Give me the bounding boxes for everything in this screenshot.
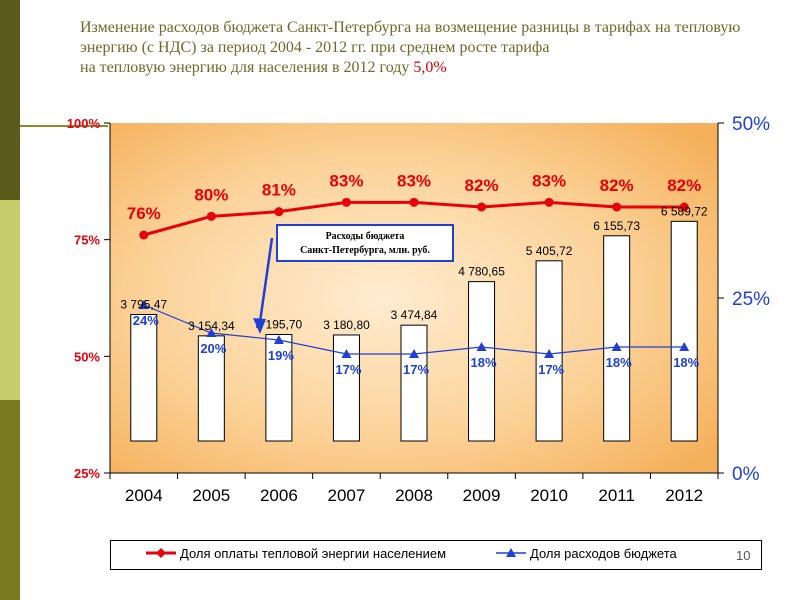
annotation-box bbox=[276, 224, 454, 262]
x-tick-label: 2005 bbox=[192, 486, 230, 505]
bar bbox=[265, 333, 293, 442]
annotation-text: Санкт-Петербурга, млн. руб. bbox=[300, 245, 430, 256]
point-red bbox=[139, 230, 149, 240]
data-label-blue: 17% bbox=[403, 362, 429, 377]
title-text: Изменение расходов бюджета Санкт-Петербу… bbox=[80, 19, 741, 56]
point-red bbox=[206, 211, 216, 221]
x-tick-label: 2012 bbox=[665, 486, 703, 505]
bar-value-label: 4 780,65 bbox=[458, 265, 505, 279]
bar-value-label: 6 589,72 bbox=[661, 204, 708, 218]
y-right-tick-label: 25% bbox=[732, 289, 770, 310]
bar-value-label: 3 795,47 bbox=[120, 297, 167, 311]
bar bbox=[603, 235, 631, 442]
legend: Доля оплаты тепловой энергии населением … bbox=[110, 540, 762, 570]
point-blue bbox=[679, 342, 690, 351]
bar bbox=[400, 324, 428, 442]
point-blue bbox=[273, 335, 284, 344]
point-blue bbox=[544, 349, 555, 358]
point-red bbox=[341, 197, 351, 207]
title-text-line2: на тепловую энергию для населения в 2012… bbox=[80, 59, 414, 76]
data-label-blue: 18% bbox=[673, 355, 699, 370]
bar bbox=[197, 335, 225, 442]
x-tick-label: 2010 bbox=[530, 486, 568, 505]
y-left-tick-label: 100% bbox=[67, 116, 101, 131]
x-tick-label: 2006 bbox=[260, 486, 298, 505]
annotation-arrow bbox=[258, 237, 274, 323]
data-label-red: 83% bbox=[397, 171, 431, 190]
data-label-blue: 20% bbox=[200, 341, 226, 356]
legend-swatch-blue bbox=[496, 548, 526, 557]
point-red bbox=[477, 202, 487, 212]
decor-strip-top bbox=[0, 0, 20, 200]
decor-rule bbox=[20, 125, 108, 127]
data-label-blue: 18% bbox=[606, 355, 632, 370]
x-tick-label: 2008 bbox=[395, 486, 433, 505]
point-red bbox=[274, 207, 284, 217]
bar bbox=[468, 281, 496, 442]
data-label-blue: 18% bbox=[471, 355, 497, 370]
point-blue bbox=[409, 349, 419, 358]
legend-swatch-red bbox=[146, 548, 176, 558]
bar bbox=[130, 313, 158, 442]
data-label-red: 82% bbox=[465, 176, 499, 195]
bar-value-label: 3 180,80 bbox=[323, 318, 370, 332]
point-blue bbox=[341, 349, 352, 358]
decor-strip-middle bbox=[0, 200, 20, 400]
page-number: 10 bbox=[736, 548, 751, 563]
bar bbox=[670, 220, 698, 442]
x-tick-label: 2004 bbox=[125, 486, 163, 505]
data-label-blue: 17% bbox=[335, 362, 361, 377]
point-red bbox=[612, 202, 622, 212]
y-right-tick-label: 50% bbox=[732, 114, 770, 135]
bar-value-label: 3 154,34 bbox=[188, 319, 235, 333]
y-right-tick-label: 0% bbox=[732, 464, 760, 485]
y-left-tick-label: 25% bbox=[74, 466, 100, 481]
data-label-red: 82% bbox=[667, 176, 701, 195]
annotation-arrowhead bbox=[253, 318, 266, 334]
point-red bbox=[679, 202, 689, 212]
annotation-text: Расходы бюджета bbox=[326, 231, 405, 242]
point-blue bbox=[138, 300, 149, 309]
x-tick-label: 2011 bbox=[598, 486, 635, 505]
data-label-red: 82% bbox=[600, 176, 634, 195]
slide-title: Изменение расходов бюджета Санкт-Петербу… bbox=[80, 18, 760, 78]
data-label-red: 81% bbox=[262, 181, 296, 200]
title-highlight: 5,0% bbox=[413, 59, 447, 76]
data-label-red: 83% bbox=[329, 171, 363, 190]
point-blue bbox=[476, 342, 487, 351]
bar-value-label: 3 474,84 bbox=[391, 308, 438, 322]
data-label-red: 80% bbox=[194, 185, 228, 204]
y-left-tick-label: 75% bbox=[74, 233, 100, 248]
bar-value-label: 6 155,73 bbox=[593, 219, 640, 233]
point-blue bbox=[206, 328, 217, 337]
point-red bbox=[544, 197, 554, 207]
point-red bbox=[409, 197, 419, 207]
data-label-blue: 19% bbox=[268, 348, 294, 363]
x-tick-label: 2007 bbox=[328, 486, 366, 505]
data-label-blue: 17% bbox=[538, 362, 564, 377]
data-label-blue: 24% bbox=[133, 313, 159, 328]
legend-label-blue: Доля расходов бюджета bbox=[530, 546, 677, 561]
bar-value-label: 5 405,72 bbox=[526, 244, 573, 258]
decor-strip-bottom bbox=[0, 400, 20, 600]
point-blue bbox=[611, 342, 622, 351]
legend-label-red: Доля оплаты тепловой энергии населением bbox=[180, 546, 447, 561]
y-left-tick-label: 50% bbox=[74, 349, 100, 364]
data-label-red: 76% bbox=[127, 204, 161, 223]
bar-value-label: 3 195,70 bbox=[256, 317, 303, 331]
data-label-red: 83% bbox=[532, 171, 566, 190]
x-tick-label: 2009 bbox=[463, 486, 501, 505]
